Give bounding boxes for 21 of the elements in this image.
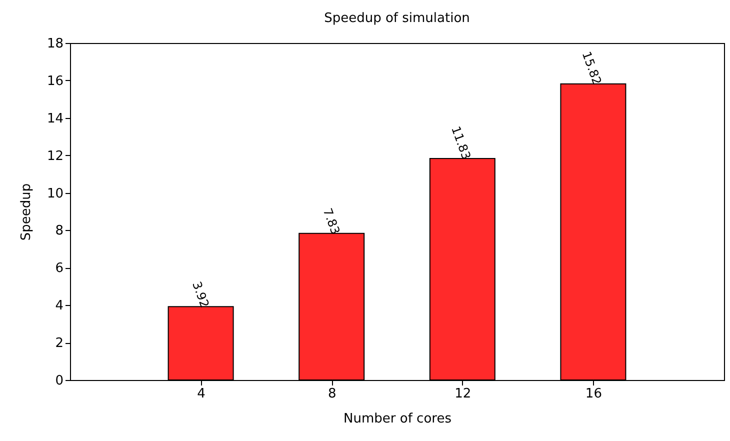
y-tick-label: 16 [46,74,64,89]
data-label: 15.82 [579,50,604,87]
data-label: 3.92 [190,280,212,310]
y-tick-label: 0 [55,374,64,388]
data-label: 7.83 [320,206,343,236]
x-tick-label: 12 [454,386,472,402]
y-tick-label: 18 [46,36,64,52]
y-tick-label: 10 [46,186,64,202]
x-tick-label: 8 [328,386,336,402]
y-tick-label: 12 [46,148,64,164]
chart-title: Speedup of simulation [324,11,470,26]
y-tick-label: 2 [55,336,64,352]
y-tick-label: 14 [46,111,64,126]
x-axis-title: Number of cores [344,412,452,426]
x-tick-label: 4 [197,386,206,402]
data-label: 11.83 [448,124,474,162]
y-axis-title: Speedup [18,183,34,241]
y-tick-label: 8 [55,224,64,239]
x-tick-label: 16 [585,386,602,402]
y-tick-label: 6 [55,261,64,276]
y-tick-label: 4 [55,298,64,314]
